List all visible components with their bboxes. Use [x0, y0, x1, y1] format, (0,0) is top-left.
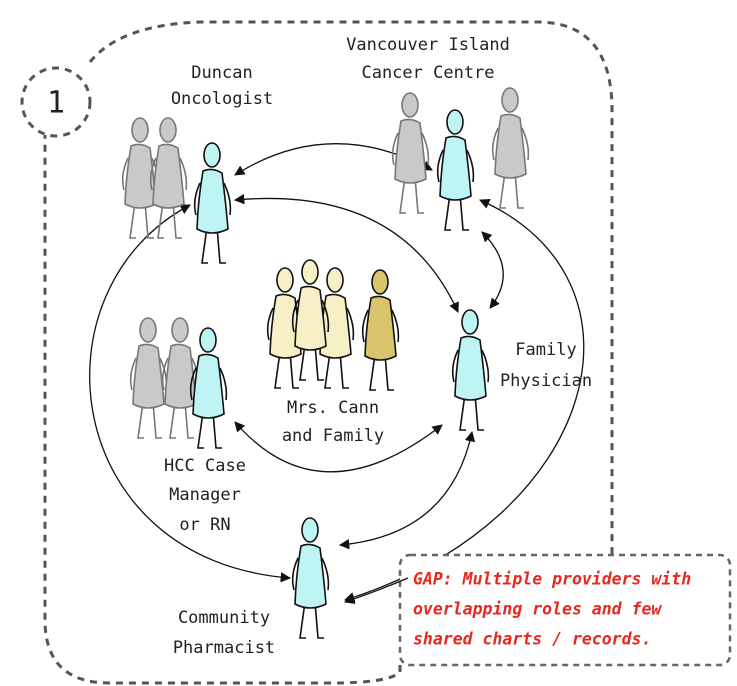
arrow: [482, 232, 503, 308]
head: [502, 88, 518, 112]
node-label: Family: [515, 340, 576, 360]
person: [438, 110, 474, 230]
head: [462, 310, 478, 334]
head: [372, 270, 388, 294]
head: [277, 268, 293, 292]
head: [172, 318, 188, 342]
head: [160, 118, 176, 142]
node-label: Cancer Centre: [361, 63, 494, 83]
head: [302, 518, 318, 542]
person: [393, 93, 429, 213]
body: [365, 296, 396, 360]
body: [295, 544, 326, 608]
node-label: HCC Case: [164, 456, 246, 476]
body: [495, 114, 526, 178]
head: [327, 268, 343, 292]
person: [293, 260, 329, 380]
body: [295, 286, 326, 350]
body: [395, 119, 426, 183]
person: [363, 270, 399, 390]
node-label: Physician: [500, 371, 592, 391]
gap-note: shared charts / records.: [413, 630, 651, 649]
body: [440, 136, 471, 200]
person: [493, 88, 529, 208]
head: [204, 143, 220, 167]
node-label: Vancouver Island: [346, 35, 510, 55]
person: [191, 328, 227, 448]
head: [200, 328, 216, 352]
person: [131, 318, 167, 438]
step-number: 1: [47, 86, 65, 121]
node-label: Oncologist: [171, 89, 273, 109]
body: [133, 344, 164, 408]
head: [447, 110, 463, 134]
gap-note: GAP: Multiple providers with: [413, 570, 691, 589]
head: [302, 260, 318, 284]
person: [293, 518, 329, 638]
node-label: Pharmacist: [173, 638, 275, 658]
node-label: and Family: [282, 426, 384, 446]
body: [193, 354, 224, 418]
node-label: Mrs. Cann: [287, 398, 379, 418]
gap-note: overlapping roles and few: [413, 600, 662, 619]
head: [132, 118, 148, 142]
arrow: [235, 198, 458, 312]
person: [195, 143, 231, 263]
head: [140, 318, 156, 342]
body: [455, 336, 486, 400]
head: [402, 93, 418, 117]
person: [151, 118, 187, 238]
node-label: or RN: [179, 515, 230, 535]
node-label: Community: [178, 608, 270, 628]
node-label: Manager: [169, 485, 241, 505]
diagram: 1 Duncan Oncologist Vancouver Island Can…: [0, 0, 737, 686]
gap-arrow: [345, 578, 408, 602]
person: [123, 118, 159, 238]
body: [153, 144, 184, 208]
person: [453, 310, 489, 430]
body: [197, 169, 228, 233]
node-label: Duncan: [191, 63, 252, 83]
